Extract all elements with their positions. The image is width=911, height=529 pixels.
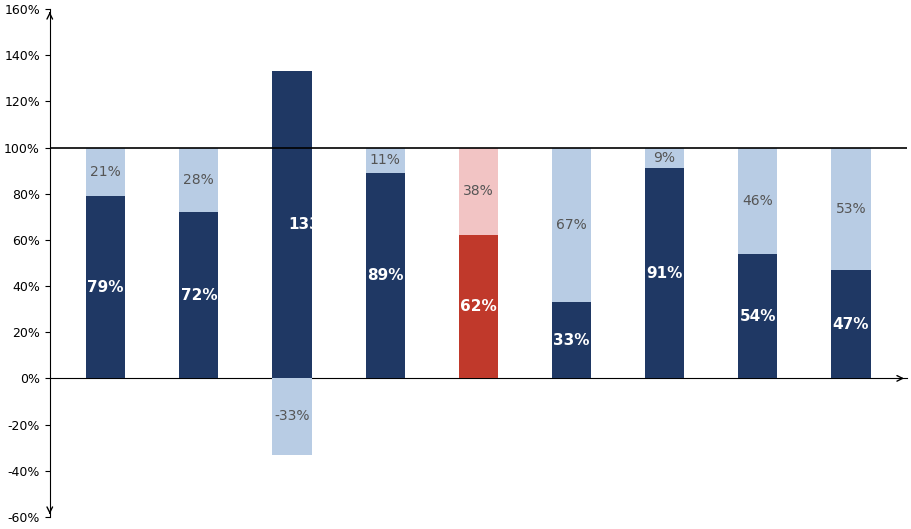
Text: 62%: 62% bbox=[460, 299, 496, 314]
Bar bbox=[179, 148, 219, 212]
Bar bbox=[272, 378, 312, 454]
Text: 28%: 28% bbox=[183, 173, 214, 187]
Bar bbox=[179, 212, 219, 378]
Text: 54%: 54% bbox=[740, 308, 776, 324]
Text: 91%: 91% bbox=[647, 266, 683, 281]
Bar bbox=[87, 148, 125, 196]
Text: 133%: 133% bbox=[288, 217, 335, 232]
Bar bbox=[832, 148, 871, 270]
Bar bbox=[87, 196, 125, 378]
Text: 72%: 72% bbox=[180, 288, 217, 303]
Bar bbox=[272, 71, 312, 378]
Bar bbox=[645, 168, 684, 378]
Text: 46%: 46% bbox=[742, 194, 773, 208]
Text: -33%: -33% bbox=[274, 409, 310, 423]
Bar bbox=[365, 148, 404, 173]
Bar bbox=[645, 148, 684, 168]
Bar bbox=[365, 173, 404, 378]
Text: 38%: 38% bbox=[463, 185, 494, 198]
Bar bbox=[738, 254, 777, 378]
Bar bbox=[832, 270, 871, 378]
Text: 21%: 21% bbox=[90, 165, 121, 179]
Text: 9%: 9% bbox=[653, 151, 676, 165]
Text: 67%: 67% bbox=[556, 218, 587, 232]
Bar bbox=[552, 148, 591, 302]
Text: 11%: 11% bbox=[370, 153, 401, 167]
Text: 79%: 79% bbox=[87, 280, 124, 295]
Bar bbox=[552, 302, 591, 378]
Text: 89%: 89% bbox=[367, 268, 404, 283]
Bar bbox=[738, 148, 777, 254]
Text: 33%: 33% bbox=[553, 333, 589, 348]
Bar bbox=[459, 148, 498, 235]
Text: 53%: 53% bbox=[835, 202, 866, 216]
Bar bbox=[459, 235, 498, 378]
Text: 47%: 47% bbox=[833, 317, 869, 332]
